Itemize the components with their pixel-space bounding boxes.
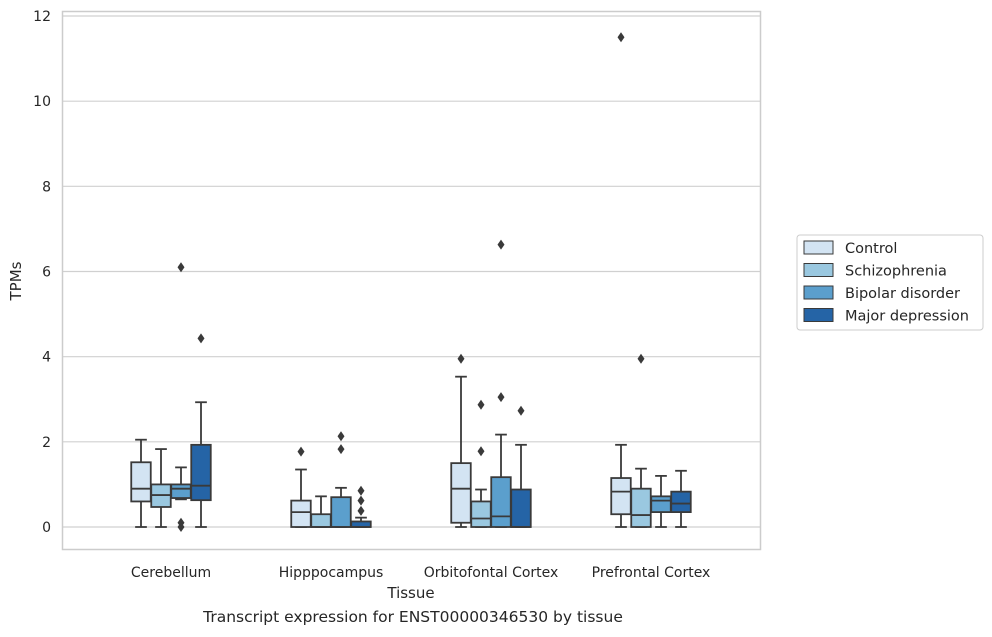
legend-swatch xyxy=(803,240,834,255)
x-tick-label: Cerebellum xyxy=(131,565,211,581)
y-tick-label: 12 xyxy=(33,9,51,25)
outlier-point xyxy=(457,353,465,364)
legend-swatch xyxy=(803,263,834,277)
box xyxy=(610,477,632,516)
outlier-point xyxy=(477,399,485,410)
x-tick-labels: Cerebellum Hipppocampus Orbitofontal Corte… xyxy=(131,565,710,581)
legend-label: Schizophrenia xyxy=(845,264,947,280)
outlier-point xyxy=(497,392,505,403)
outlier-point xyxy=(337,444,345,455)
y-tick-label: 4 xyxy=(42,350,51,366)
box xyxy=(190,443,212,502)
box xyxy=(650,495,672,513)
y-axis-label: TPMs xyxy=(7,261,25,301)
x-axis-label: Tissue xyxy=(386,584,434,602)
x-tick-label: Prefrontal Cortex xyxy=(592,565,711,581)
box-plot xyxy=(130,438,152,528)
legend-label: Major depression xyxy=(845,309,969,325)
outlier-point xyxy=(177,517,185,528)
box xyxy=(170,483,192,499)
outlier-point xyxy=(517,405,525,416)
box xyxy=(510,488,532,528)
y-tick-label: 0 xyxy=(42,520,51,536)
outlier-point xyxy=(617,32,625,43)
outlier-point xyxy=(337,431,345,442)
outlier-point xyxy=(497,239,505,250)
box-plot xyxy=(190,333,212,528)
y-tick-label: 10 xyxy=(33,94,51,110)
outlier-point xyxy=(297,446,305,457)
outlier-point xyxy=(357,485,365,496)
box xyxy=(450,462,472,524)
box-plot xyxy=(630,353,652,528)
box xyxy=(310,513,332,528)
box xyxy=(290,499,312,528)
legend-swatch xyxy=(803,285,834,300)
box xyxy=(630,487,652,528)
box xyxy=(670,490,692,513)
outlier-point xyxy=(357,495,365,506)
legend-label: Control xyxy=(845,241,897,257)
x-tick-label: Orbitofontal Cortex xyxy=(424,565,559,581)
outlier-point xyxy=(197,333,205,344)
box-plot xyxy=(490,239,512,528)
gridlines xyxy=(62,15,761,528)
box-plots xyxy=(130,32,692,532)
x-tick-label: Hipppocampus xyxy=(279,565,384,581)
box xyxy=(330,496,352,528)
box-plot xyxy=(450,353,472,528)
legend-label: Bipolar disorder xyxy=(845,286,960,302)
box-plot xyxy=(150,448,172,528)
box xyxy=(490,476,512,528)
legend: Control Schizophrenia Bipolar disorder Majo… xyxy=(796,234,984,331)
outlier-point xyxy=(637,353,645,364)
y-tick-label: 8 xyxy=(42,179,51,195)
box-plot xyxy=(650,474,672,528)
plot-frame xyxy=(61,10,762,551)
legend-swatch xyxy=(803,308,834,322)
box xyxy=(130,461,152,503)
box-plot xyxy=(670,469,692,528)
outlier-point xyxy=(177,262,185,273)
y-tick-label: 2 xyxy=(42,435,51,451)
box-plot xyxy=(330,431,352,528)
plot-area xyxy=(62,11,761,550)
box-plot xyxy=(610,32,632,528)
outlier-point xyxy=(357,505,365,516)
box-plot xyxy=(170,262,192,532)
y-tick-label: 6 xyxy=(42,265,51,281)
legend-frame xyxy=(796,234,984,331)
box-plot xyxy=(510,405,532,528)
box-plot xyxy=(350,485,372,528)
box xyxy=(470,500,492,528)
outlier-point xyxy=(477,446,485,457)
chart-caption: Transcript expression for ENST0000034653… xyxy=(203,608,623,626)
y-tick-labels: 0 2 4 6 8 10 12 xyxy=(33,9,51,536)
